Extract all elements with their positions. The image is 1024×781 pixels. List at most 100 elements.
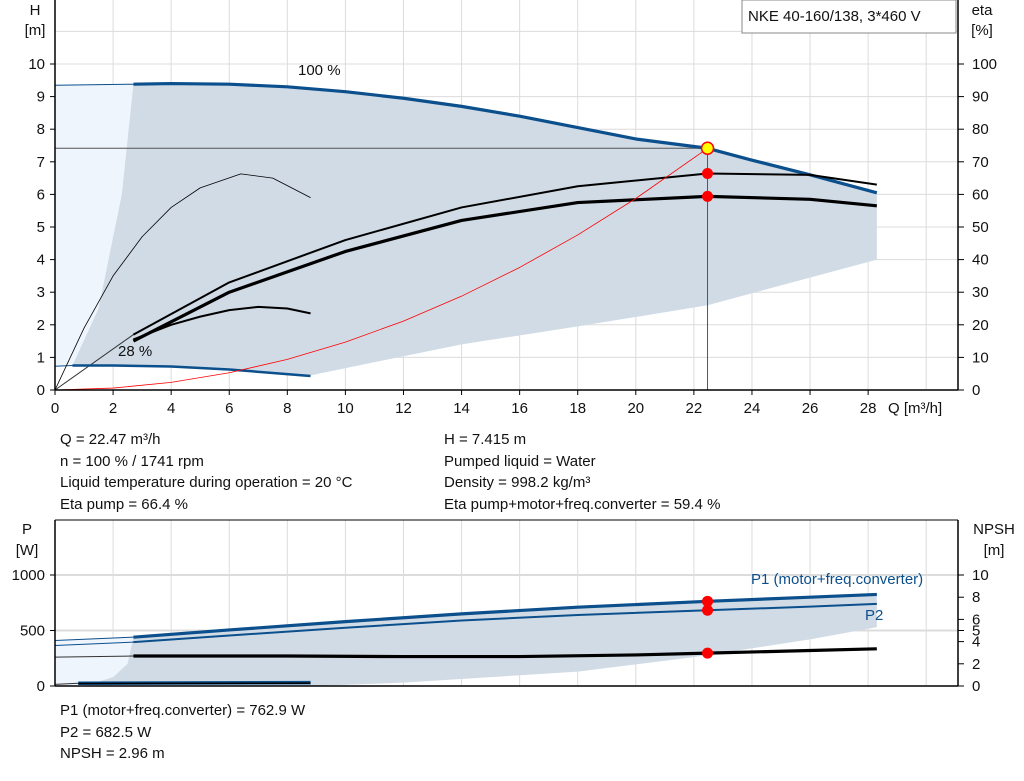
x-tick-label: 28: [860, 400, 877, 417]
op-point-npsh: [702, 647, 714, 659]
y-tick-label: 3: [37, 284, 45, 301]
info-p2: P2 = 682.5 W: [60, 723, 152, 741]
y-right-tick-label: 30: [972, 284, 989, 301]
power-area-light: [55, 637, 134, 686]
operating-area: [72, 83, 877, 376]
head-100-extension: [54, 83, 134, 86]
x-tick-label: 26: [802, 400, 819, 417]
y-tick-label: 6: [37, 186, 45, 203]
x-tick-label: 2: [109, 400, 117, 417]
p-axis-label-name: P: [22, 521, 32, 538]
op-point-eta-total: [702, 190, 714, 202]
p-tick-label: 500: [20, 623, 45, 640]
eta-total-curve: [132, 194, 877, 343]
y-right-tick-label: 90: [972, 89, 989, 106]
y-tick-label: 0: [37, 382, 45, 399]
y-right-tick-label: 20: [972, 317, 989, 334]
info-temp: Liquid temperature during operation = 20…: [60, 474, 353, 491]
npsh-tick-label: 10: [972, 567, 989, 584]
y-right-tick-label: 50: [972, 219, 989, 236]
y-axis-label-name: H: [30, 2, 41, 19]
x-tick-label: 24: [744, 400, 761, 417]
eta-pump-curve-28: [54, 173, 311, 391]
p1-legend-label: P1 (motor+freq.converter): [751, 571, 923, 588]
p-low-extension: [54, 682, 79, 685]
eta-pump-curve: [132, 172, 877, 336]
y-tick-label: 4: [37, 252, 45, 269]
head-curve-100: [133, 81, 878, 195]
npsh-tick-label: 0: [972, 678, 980, 695]
head-curve-28: [72, 364, 311, 378]
title-box: [741, 0, 957, 34]
info-eta-total: Eta pump+motor+freq.converter = 59.4 %: [444, 495, 721, 513]
label-100-percent: 100 %: [298, 62, 341, 79]
y-tick-label: 7: [37, 154, 45, 171]
x-tick-label: 8: [283, 400, 291, 417]
npsh-axis-label-name: NPSH: [973, 521, 1015, 538]
info-left: Q = 22.47 m³/h n = 100 % / 1741 rpm Liqu…: [60, 429, 352, 515]
y-tick-label: 8: [37, 121, 45, 138]
y-tick-label: 2: [37, 317, 45, 334]
power-area: [84, 594, 877, 686]
y-tick-label: 9: [37, 89, 45, 106]
y-right-tick-label: 10: [972, 349, 989, 366]
op-point-head: [700, 141, 715, 156]
chart-title: NKE 40-160/138, 3*460 V: [748, 8, 921, 25]
info-npsh: NPSH = 2.96 m: [60, 745, 165, 762]
eta-total-curve-28: [133, 305, 311, 341]
op-point-p2: [702, 604, 714, 616]
p2-extension: [54, 641, 134, 646]
npsh-axis-label-unit: [m]: [984, 542, 1005, 559]
info-right: H = 7.415 m Pumped liquid = Water Densit…: [444, 429, 720, 515]
y-right-tick-label: 0: [972, 382, 980, 399]
info-liquid: Pumped liquid = Water: [444, 452, 596, 470]
info-eta-pump: Eta pump = 66.4 %: [60, 495, 188, 513]
op-point-eta-pump: [702, 168, 714, 180]
info-h: H = 7.415 m: [444, 431, 527, 448]
x-tick-label: 16: [511, 400, 528, 417]
eta-pump-extension: [54, 334, 134, 391]
npsh-extension: [54, 655, 134, 658]
x-tick-label: 22: [686, 400, 703, 417]
x-tick-label: 4: [167, 400, 175, 417]
info-n: n = 100 % / 1741 rpm: [60, 452, 204, 470]
p-tick-label: 0: [37, 678, 45, 695]
y-right-tick-label: 70: [972, 154, 989, 171]
y-axis-label-unit: [m]: [25, 22, 46, 39]
y-right-tick-label: 60: [972, 186, 989, 203]
p2-curve: [133, 602, 877, 644]
op-point-p1: [702, 595, 714, 607]
y-right-tick-label: 40: [972, 252, 989, 269]
npsh-tick-label: 2: [972, 656, 980, 673]
y-right-tick-label: 80: [972, 121, 989, 138]
y-tick-label: 5: [37, 219, 45, 236]
y-right-axis-label-unit: [%]: [971, 22, 993, 39]
system-curve: [54, 147, 708, 391]
npsh-tick-label: 5: [972, 623, 980, 640]
area-light-min-flow: [55, 84, 134, 367]
x-axis-label: Q [m³/h]: [888, 400, 942, 417]
npsh-tick-label: 8: [972, 589, 980, 606]
x-tick-label: 6: [225, 400, 233, 417]
x-tick-label: 0: [51, 400, 59, 417]
y-right-tick-label: 100: [972, 56, 997, 73]
p1-extension: [54, 636, 134, 641]
npsh-tick-label: 4: [972, 634, 980, 651]
p-tick-label: 1000: [12, 567, 45, 584]
info-p1: P1 (motor+freq.converter) = 762.9 W: [60, 702, 306, 719]
info-density: Density = 998.2 kg/m³: [444, 474, 591, 491]
p-axis-label-unit: [W]: [16, 542, 39, 559]
x-tick-label: 12: [395, 400, 412, 417]
info-q: Q = 22.47 m³/h: [60, 431, 161, 448]
x-tick-label: 18: [569, 400, 586, 417]
npsh-tick-label: 6: [972, 611, 980, 628]
x-tick-label: 20: [627, 400, 644, 417]
p1-curve: [133, 592, 877, 639]
head-28-extension: [54, 365, 73, 367]
x-tick-label: 14: [453, 400, 470, 417]
npsh-curve: [133, 647, 877, 659]
y-tick-label: 1: [37, 349, 45, 366]
x-tick-label: 10: [337, 400, 354, 417]
